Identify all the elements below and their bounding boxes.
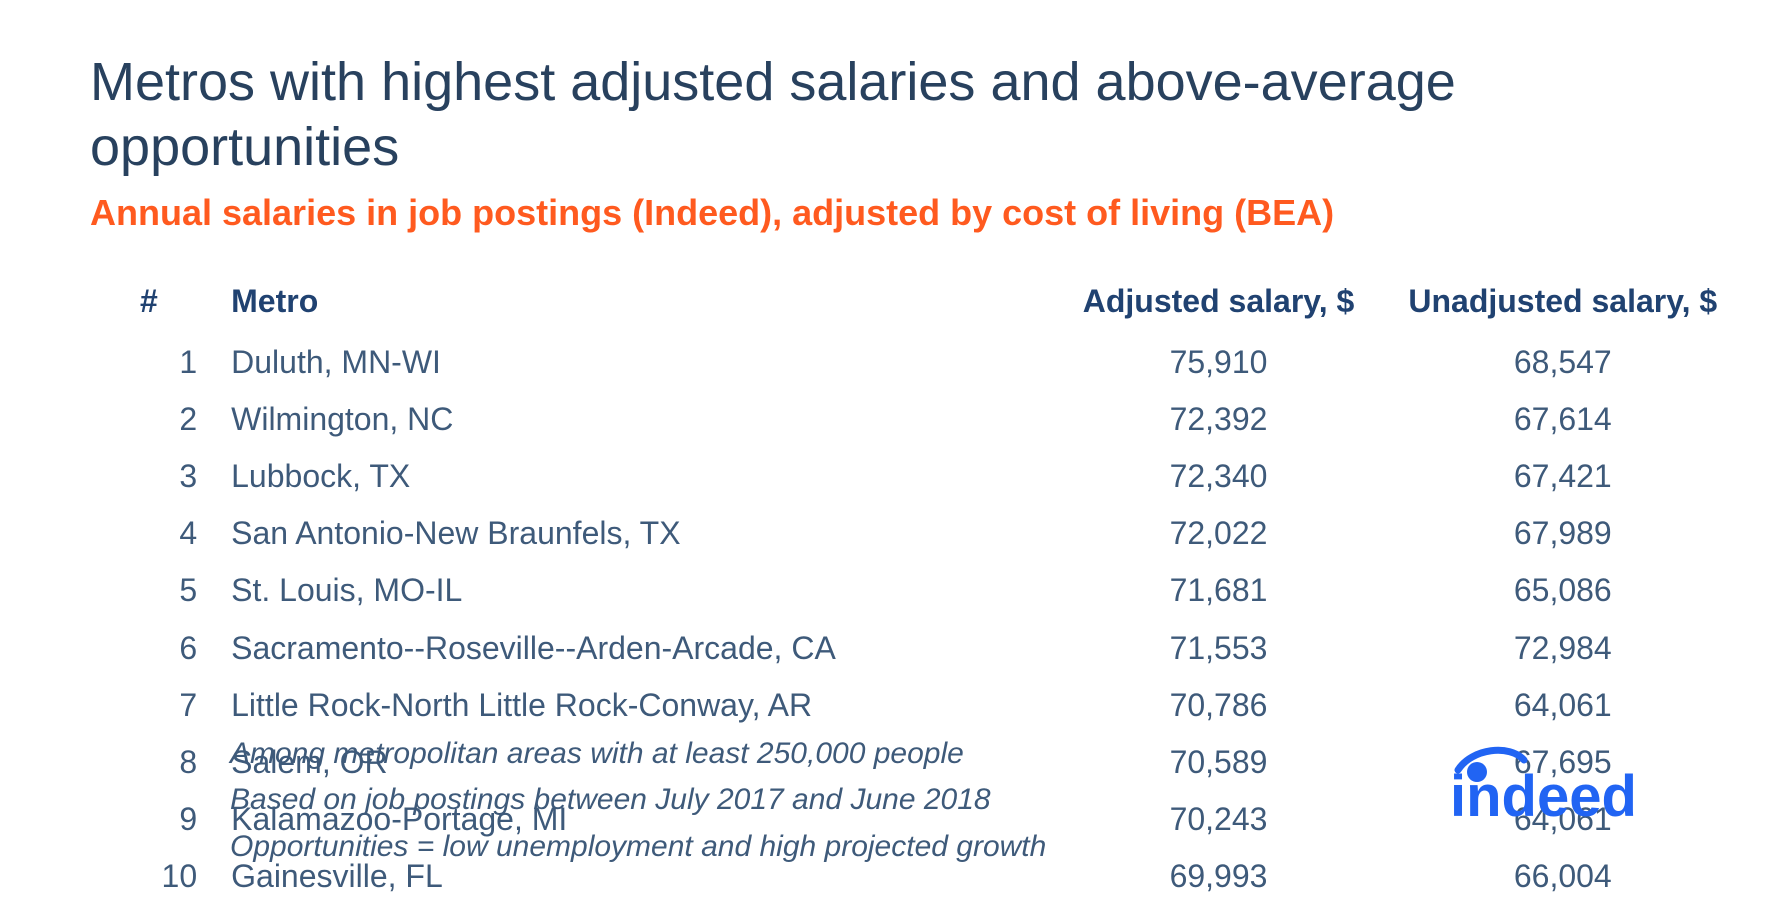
cell-adjusted-salary: 71,681 [1051, 562, 1385, 619]
cell-metro: Wilmington, NC [221, 391, 1051, 448]
chart-subtitle: Annual salaries in job postings (Indeed)… [90, 190, 1700, 235]
cell-metro: San Antonio-New Braunfels, TX [221, 505, 1051, 562]
table-row: 3Lubbock, TX72,34067,421 [130, 448, 1740, 505]
cell-unadjusted-salary: 65,086 [1386, 562, 1740, 619]
cell-unadjusted-salary: 67,989 [1386, 505, 1740, 562]
figure-container: Metros with highest adjusted salaries an… [0, 0, 1790, 916]
col-header-metro: Metro [221, 277, 1051, 334]
cell-rank: 7 [130, 677, 221, 734]
cell-rank: 6 [130, 620, 221, 677]
indeed-logo-icon: indeed [1450, 746, 1690, 826]
cell-adjusted-salary: 71,553 [1051, 620, 1385, 677]
chart-title: Metros with highest adjusted salaries an… [90, 50, 1700, 180]
cell-unadjusted-salary: 67,614 [1386, 391, 1740, 448]
cell-adjusted-salary: 72,392 [1051, 391, 1385, 448]
table-row: 1Duluth, MN-WI75,91068,547 [130, 334, 1740, 391]
cell-unadjusted-salary: 72,984 [1386, 620, 1740, 677]
table-row: 5St. Louis, MO-IL71,68165,086 [130, 562, 1740, 619]
cell-adjusted-salary: 72,340 [1051, 448, 1385, 505]
cell-metro: Little Rock-North Little Rock-Conway, AR [221, 677, 1051, 734]
cell-metro: Sacramento--Roseville--Arden-Arcade, CA [221, 620, 1051, 677]
table-header-row: # Metro Adjusted salary, $ Unadjusted sa… [130, 277, 1740, 334]
cell-unadjusted-salary: 68,547 [1386, 334, 1740, 391]
col-header-unadjusted: Unadjusted salary, $ [1386, 277, 1740, 334]
svg-text:indeed: indeed [1450, 764, 1637, 826]
cell-rank: 4 [130, 505, 221, 562]
footnote-line: Opportunities = low unemployment and hig… [230, 824, 1700, 871]
cell-rank: 1 [130, 334, 221, 391]
cell-rank: 10 [130, 848, 221, 905]
cell-metro: Lubbock, TX [221, 448, 1051, 505]
col-header-rank: # [130, 277, 221, 334]
cell-rank: 8 [130, 734, 221, 791]
table-row: 4San Antonio-New Braunfels, TX72,02267,9… [130, 505, 1740, 562]
cell-metro: St. Louis, MO-IL [221, 562, 1051, 619]
cell-rank: 5 [130, 562, 221, 619]
cell-unadjusted-salary: 67,421 [1386, 448, 1740, 505]
cell-adjusted-salary: 72,022 [1051, 505, 1385, 562]
table-row: 6Sacramento--Roseville--Arden-Arcade, CA… [130, 620, 1740, 677]
cell-rank: 9 [130, 791, 221, 848]
cell-adjusted-salary: 75,910 [1051, 334, 1385, 391]
table-row: 2Wilmington, NC72,39267,614 [130, 391, 1740, 448]
cell-rank: 2 [130, 391, 221, 448]
col-header-adjusted: Adjusted salary, $ [1051, 277, 1385, 334]
cell-rank: 3 [130, 448, 221, 505]
cell-adjusted-salary: 70,786 [1051, 677, 1385, 734]
cell-unadjusted-salary: 64,061 [1386, 677, 1740, 734]
table-row: 7Little Rock-North Little Rock-Conway, A… [130, 677, 1740, 734]
cell-metro: Duluth, MN-WI [221, 334, 1051, 391]
